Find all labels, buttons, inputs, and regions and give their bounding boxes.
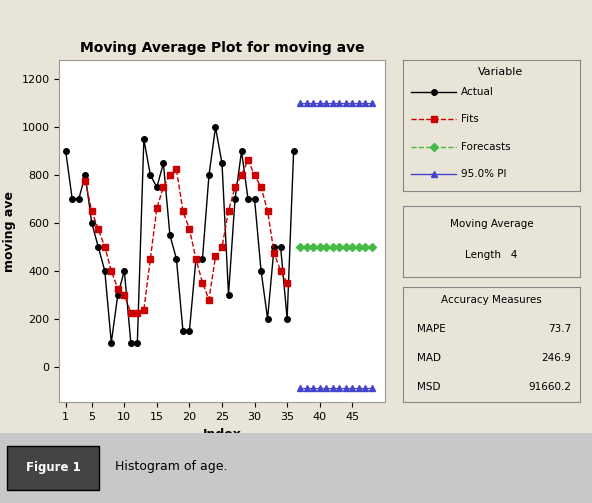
Text: MAD: MAD bbox=[417, 353, 441, 363]
X-axis label: Index: Index bbox=[202, 428, 242, 441]
Text: Forecasts: Forecasts bbox=[461, 142, 511, 152]
Text: Actual: Actual bbox=[461, 87, 494, 97]
Text: Variable: Variable bbox=[478, 67, 523, 77]
Text: Fits: Fits bbox=[461, 114, 479, 124]
Text: Figure 1: Figure 1 bbox=[25, 461, 81, 474]
Text: Moving Average: Moving Average bbox=[449, 219, 533, 229]
Text: Histogram of age.: Histogram of age. bbox=[115, 460, 228, 473]
Text: MSD: MSD bbox=[417, 382, 440, 391]
Text: MAPE: MAPE bbox=[417, 324, 446, 333]
FancyBboxPatch shape bbox=[7, 446, 99, 489]
Text: Length   4: Length 4 bbox=[465, 250, 517, 260]
Text: 246.9: 246.9 bbox=[542, 353, 571, 363]
Text: 73.7: 73.7 bbox=[548, 324, 571, 333]
Y-axis label: moving ave: moving ave bbox=[3, 191, 16, 272]
Text: Accuracy Measures: Accuracy Measures bbox=[441, 295, 542, 305]
Text: 91660.2: 91660.2 bbox=[528, 382, 571, 391]
Title: Moving Average Plot for moving ave: Moving Average Plot for moving ave bbox=[80, 41, 364, 55]
Text: 95.0% PI: 95.0% PI bbox=[461, 169, 507, 179]
